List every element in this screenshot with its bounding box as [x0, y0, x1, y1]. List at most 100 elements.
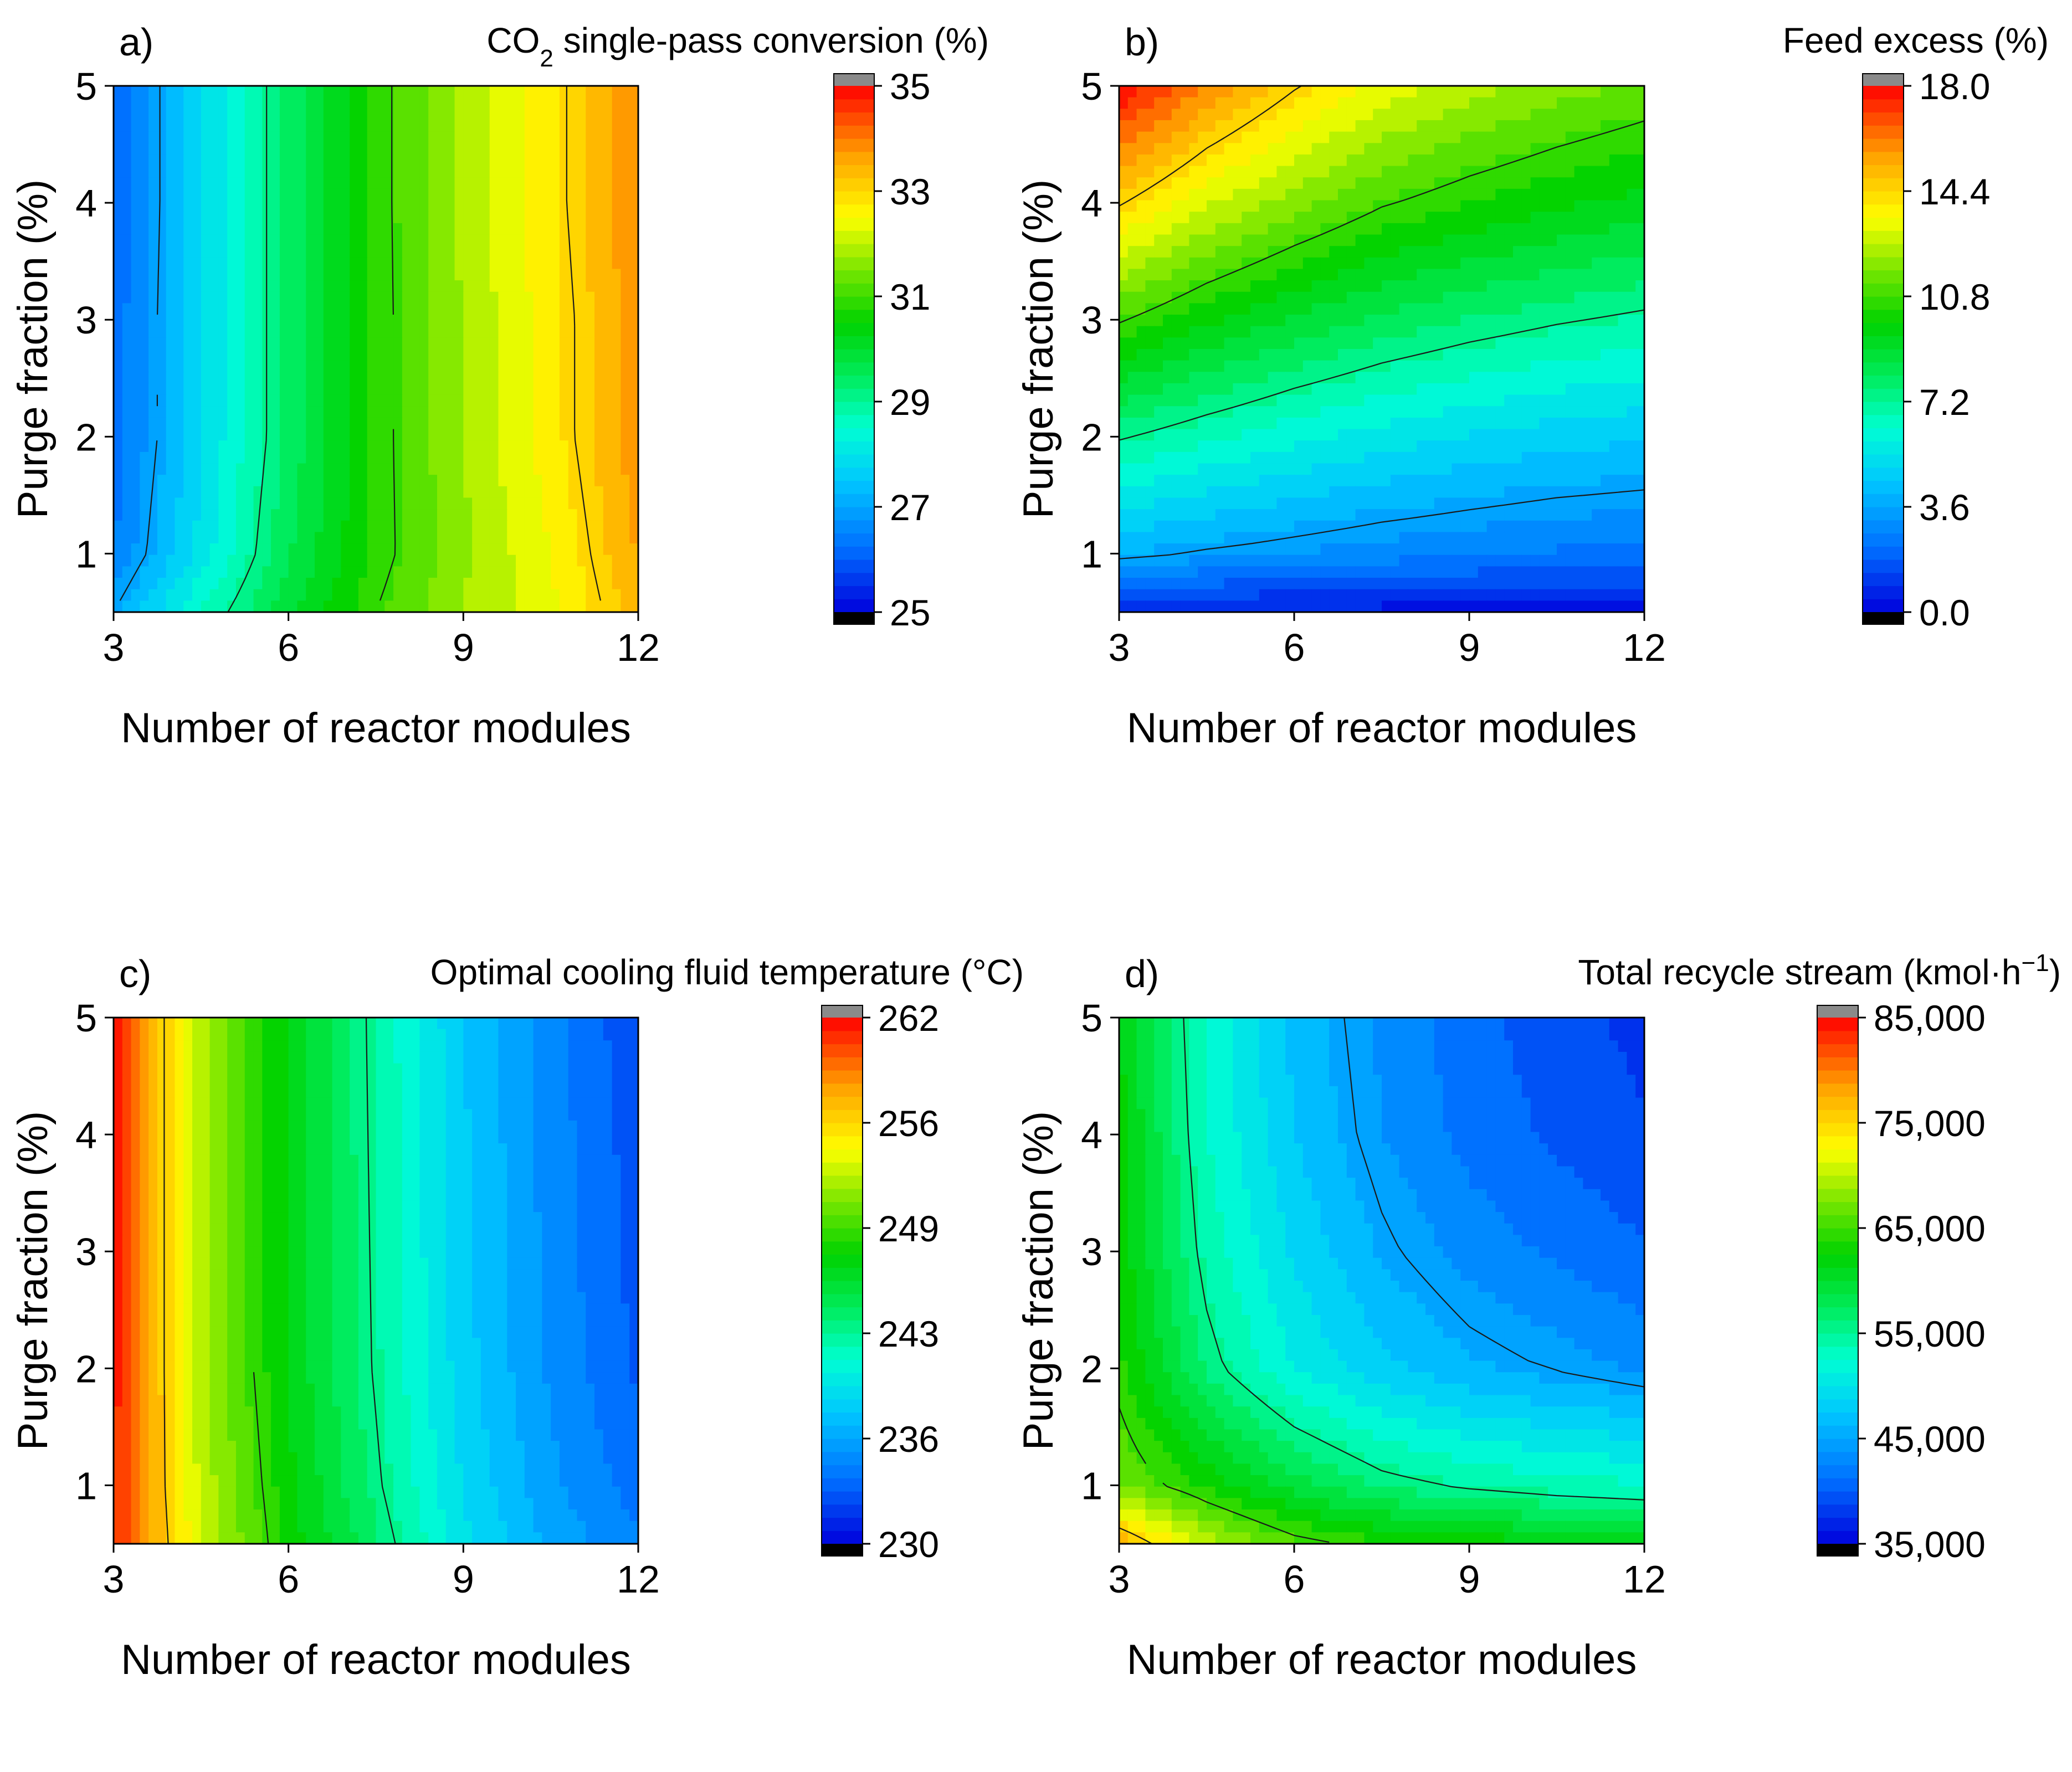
contour-cell [1119, 97, 1129, 110]
contour-cell [358, 326, 368, 338]
contour-cell [516, 246, 525, 258]
contour-cell [1171, 177, 1181, 189]
contour-cell [393, 520, 403, 533]
contour-cell [376, 177, 386, 189]
contour-cell [629, 429, 639, 441]
contour-cell [1233, 280, 1242, 292]
contour-cell [148, 417, 158, 430]
contour-cell [393, 337, 403, 350]
contour-cell [594, 349, 604, 361]
contour-cell [1504, 223, 1514, 235]
contour-cell [542, 360, 551, 373]
contour-cell [1557, 429, 1566, 441]
contour-cell [1601, 360, 1610, 373]
contour-cell [315, 372, 324, 384]
contour-cell [1583, 406, 1592, 418]
contour-cell [1460, 303, 1470, 315]
contour-cell [218, 475, 228, 487]
contour-cell [489, 451, 499, 464]
contour-cell [1180, 451, 1190, 464]
contour-cell [315, 566, 324, 578]
contour-cell [1145, 463, 1155, 475]
contour-cell [594, 486, 604, 499]
contour-cell [1242, 406, 1251, 418]
contour-cell [358, 406, 368, 418]
contour-cell [594, 291, 604, 304]
contour-cell [1311, 246, 1321, 258]
contour-cell [1486, 154, 1496, 167]
contour-cell [367, 120, 377, 132]
contour-cell [1285, 131, 1295, 144]
contour-cell [1434, 166, 1444, 178]
contour-cell [402, 200, 412, 212]
contour-cell [253, 417, 263, 430]
contour-cell [1171, 429, 1181, 441]
contour-cell [1119, 177, 1129, 189]
contour-cell [1250, 269, 1260, 281]
contour-cell [516, 509, 525, 521]
contour-cell [1250, 315, 1260, 327]
contour-cell [201, 280, 211, 292]
contour-cell [122, 520, 132, 533]
contour-cell [1189, 166, 1198, 178]
contour-cell [1207, 166, 1216, 178]
contour-cell [1250, 97, 1260, 110]
contour-cell [428, 303, 438, 315]
contour-cell [1504, 109, 1514, 121]
contour-cell [629, 372, 639, 384]
contour-cell [1294, 337, 1304, 350]
contour-cell [1285, 406, 1295, 418]
contour-cell [1609, 429, 1619, 441]
contour-cell [1145, 269, 1155, 281]
contour-cell [297, 257, 307, 270]
contour-cell [454, 326, 464, 338]
contour-cell [1609, 166, 1619, 178]
colorbar-band [834, 204, 874, 218]
contour-cell [1233, 360, 1242, 373]
contour-cell [620, 417, 630, 430]
contour-cell [227, 520, 237, 533]
contour-cell [1207, 440, 1216, 453]
contour-cell [227, 554, 237, 567]
contour-cell [1390, 463, 1400, 475]
contour-cell [1346, 303, 1356, 315]
contour-cell [1408, 440, 1417, 453]
contour-cell [253, 303, 263, 315]
contour-cell [1364, 166, 1373, 178]
contour-cell [1478, 406, 1488, 418]
contour-cell [1338, 97, 1347, 110]
contour-cell [498, 246, 508, 258]
contour-cell [1469, 303, 1479, 315]
contour-cell [244, 417, 254, 430]
contour-cell [367, 337, 377, 350]
contour-cell [122, 303, 132, 315]
contour-cell [1338, 451, 1347, 464]
contour-cell [122, 406, 132, 418]
contour-cell [586, 200, 595, 212]
contour-cell [480, 372, 490, 384]
contour-cell [1189, 86, 1198, 98]
contour-cell [428, 177, 438, 189]
contour-cell [1399, 429, 1409, 441]
contour-cell [454, 246, 464, 258]
contour-cell [472, 463, 481, 475]
contour-cell [1224, 143, 1234, 155]
contour-cell [612, 451, 622, 464]
contour-cell [1504, 451, 1514, 464]
contour-cell [279, 200, 289, 212]
contour-cell [131, 383, 141, 396]
contour-cell [157, 166, 167, 178]
contour-cell [218, 394, 228, 407]
contour-cell [332, 131, 342, 144]
contour-cell [1495, 212, 1505, 224]
contour-cell [183, 188, 193, 201]
contour-cell [384, 475, 394, 487]
contour-cell [480, 566, 490, 578]
contour-cell [1302, 246, 1312, 258]
contour-cell [1320, 372, 1330, 384]
contour-cell [533, 566, 543, 578]
contour-cell [271, 212, 280, 224]
contour-cell [1145, 120, 1155, 132]
contour-cell [594, 315, 604, 327]
contour-cell [297, 520, 307, 533]
